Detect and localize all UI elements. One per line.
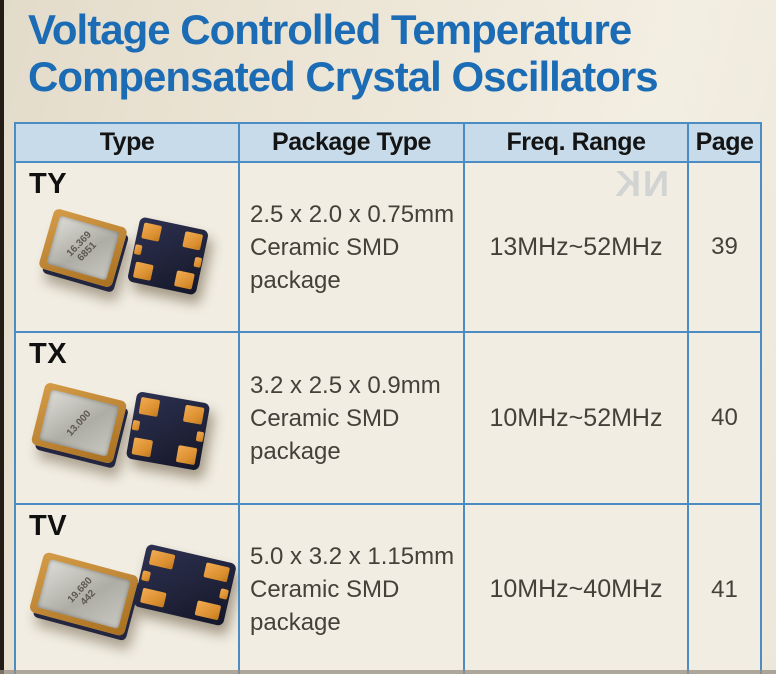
chip-lid-marking-line1: 13.000 <box>64 407 94 439</box>
table-row-tv-type-cell: TV 19.680 442 <box>16 505 240 674</box>
solder-pad <box>193 256 202 269</box>
table-row-ty-type-cell: TY 16.369 6851 <box>16 163 240 333</box>
solder-pad <box>175 445 198 465</box>
chip-metal-lid: 13.000 <box>38 389 120 457</box>
table-row-ty-freq-cell: NK 13MHz~52MHz <box>465 163 689 333</box>
chip-top-view-photo: 13.000 <box>30 381 128 465</box>
column-header-type: Type <box>16 124 240 163</box>
column-header-freq-range: Freq. Range <box>465 124 689 163</box>
solder-pad <box>173 270 195 290</box>
table-row-tx-package-cell: 3.2 x 2.5 x 0.9mm Ceramic SMD package <box>240 333 465 505</box>
solder-pad <box>182 231 204 251</box>
package-description: Ceramic SMD package <box>250 404 400 465</box>
chip-bottom-view-photo <box>126 216 210 296</box>
chip-metal-lid: 19.680 442 <box>36 558 132 630</box>
freq-range-value: 13MHz~52MHz <box>489 232 663 261</box>
solder-pad <box>195 430 204 443</box>
table-row-tv-package-cell: 5.0 x 3.2 x 1.15mm Ceramic SMD package <box>240 505 465 674</box>
type-label-tv: TV <box>29 510 68 542</box>
solder-pad <box>134 243 143 256</box>
table-row-tx-freq-cell: 10MHz~52MHz <box>465 333 689 505</box>
freq-range-value: 10MHz~40MHz <box>489 575 663 603</box>
table-row-tx-page-cell: 40 <box>689 333 760 505</box>
page-number: 40 <box>711 404 738 431</box>
solder-pad <box>131 437 154 457</box>
chip-lid-marking: 19.680 442 <box>66 575 103 612</box>
product-photo-ty: 16.369 6851 <box>29 205 238 325</box>
solder-pad <box>138 397 161 417</box>
type-label-tx: TX <box>29 338 68 370</box>
solder-pad <box>218 588 230 600</box>
product-photo-tv: 19.680 442 <box>28 543 238 667</box>
freq-range-value: 10MHz~52MHz <box>489 403 663 432</box>
column-header-package-type: Package Type <box>240 124 465 163</box>
solder-pad <box>202 562 230 583</box>
package-description: Ceramic SMD package <box>250 576 400 636</box>
package-size: 2.5 x 2.0 x 0.75mm <box>250 200 455 228</box>
page-title-line1: Voltage Controlled Temperature <box>28 6 632 53</box>
package-size: 5.0 x 3.2 x 1.15mm <box>250 543 455 570</box>
photo-bottom-edge <box>0 670 776 674</box>
chip-bottom-view-photo <box>132 543 238 627</box>
page-showthrough-watermark: NK <box>613 163 669 204</box>
column-header-page: Page <box>689 124 760 163</box>
page-title-line2: Compensated Crystal Oscillators <box>28 53 659 100</box>
chip-metal-lid: 16.369 6851 <box>46 215 120 281</box>
solder-pad <box>140 587 168 608</box>
product-selection-table: Type Package Type Freq. Range Page TY 16… <box>14 122 762 674</box>
package-description: Ceramic SMD package <box>250 233 400 294</box>
type-label-ty: TY <box>29 168 68 200</box>
solder-pad <box>194 599 221 621</box>
page-number: 41 <box>711 575 738 603</box>
table-row-ty-page-cell: 39 <box>689 163 760 333</box>
table-row-tv-freq-cell: 10MHz~40MHz <box>465 505 689 674</box>
solder-pad <box>132 261 154 281</box>
table-row-tx-type-cell: TX 13.000 <box>16 333 240 505</box>
chip-top-view-photo: 16.369 6851 <box>37 207 129 289</box>
page-number: 39 <box>711 233 738 260</box>
product-photo-tx: 13.000 <box>29 375 238 495</box>
chip-lid-marking: 13.000 <box>65 408 94 438</box>
table-row-ty-package-cell: 2.5 x 2.0 x 0.75mm Ceramic SMD package <box>240 163 465 333</box>
table-row-tv-page-cell: 41 <box>689 505 760 674</box>
solder-pad <box>140 570 152 582</box>
chip-bottom-view-photo <box>125 391 211 471</box>
solder-pad <box>132 419 141 432</box>
package-size: 3.2 x 2.5 x 0.9mm <box>250 371 441 399</box>
solder-pad <box>141 222 163 242</box>
solder-pad <box>182 405 205 425</box>
solder-pad <box>149 549 176 571</box>
photo-left-edge <box>0 0 4 674</box>
page-title: Voltage Controlled Temperature Compensat… <box>28 6 659 100</box>
chip-top-view-photo: 19.680 442 <box>28 551 140 637</box>
chip-lid-marking: 16.369 6851 <box>64 229 101 266</box>
